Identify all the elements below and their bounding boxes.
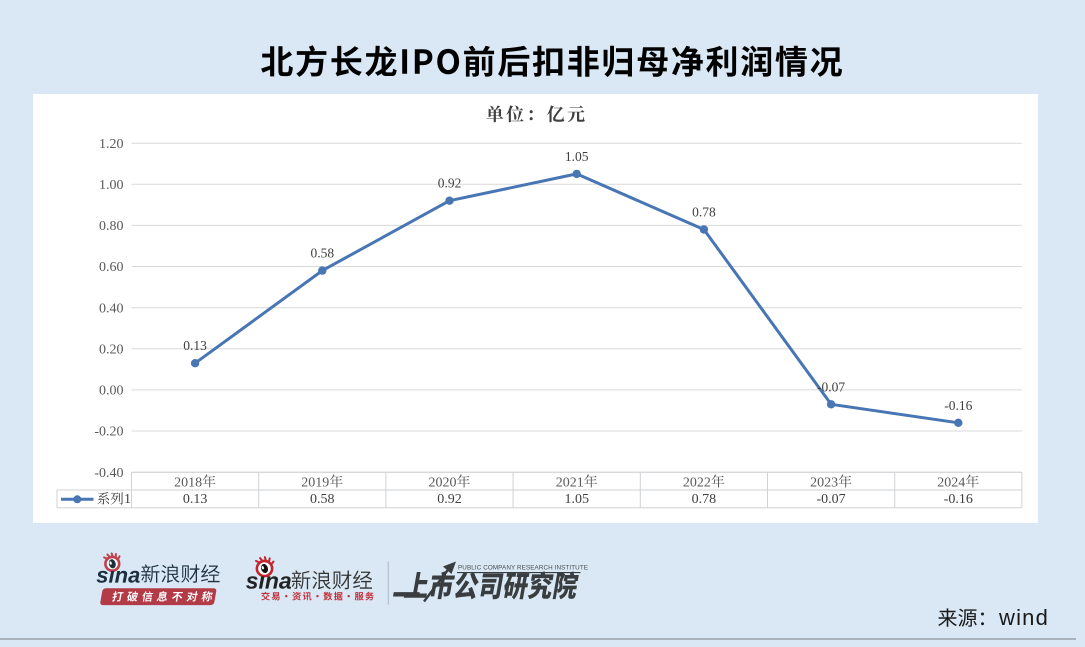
svg-text:-0.16: -0.16: [944, 398, 972, 413]
svg-text:0.00: 0.00: [99, 384, 124, 399]
svg-text:2022: 2022: [683, 475, 711, 490]
svg-text:1.05: 1.05: [565, 149, 589, 164]
svg-text:2018: 2018: [174, 475, 202, 490]
svg-text:-0.16: -0.16: [944, 492, 973, 507]
svg-text:PUBLIC COMPANY RESEARCH INSTIT: PUBLIC COMPANY RESEARCH INSTITUTE: [458, 565, 588, 572]
svg-text:1.05: 1.05: [564, 492, 589, 507]
svg-text:0.40: 0.40: [99, 301, 124, 316]
svg-text:0.20: 0.20: [99, 343, 124, 358]
svg-text:1.00: 1.00: [99, 178, 124, 193]
svg-text:wind: wind: [998, 605, 1049, 630]
svg-text:0.78: 0.78: [692, 205, 716, 220]
svg-text:2020: 2020: [429, 475, 457, 490]
svg-text:0.92: 0.92: [437, 492, 462, 507]
svg-text:-0.07: -0.07: [817, 492, 846, 507]
svg-text:0.80: 0.80: [99, 219, 124, 234]
svg-text:2024: 2024: [937, 475, 965, 490]
svg-text:1.20: 1.20: [99, 137, 124, 152]
svg-text:1: 1: [124, 492, 131, 507]
svg-text:0.58: 0.58: [310, 492, 335, 507]
svg-text:2021: 2021: [556, 475, 584, 490]
svg-text:-0.40: -0.40: [94, 466, 123, 481]
svg-text:0.13: 0.13: [183, 338, 207, 353]
svg-text:-0.07: -0.07: [817, 379, 845, 394]
svg-text:0.60: 0.60: [99, 260, 124, 275]
svg-text:2019: 2019: [301, 475, 329, 490]
svg-text:2023: 2023: [810, 475, 838, 490]
svg-text:0.13: 0.13: [183, 492, 208, 507]
svg-text:0.78: 0.78: [692, 492, 717, 507]
svg-text:0.58: 0.58: [310, 246, 334, 261]
svg-text:-0.20: -0.20: [94, 425, 123, 440]
svg-text:0.92: 0.92: [438, 176, 462, 191]
